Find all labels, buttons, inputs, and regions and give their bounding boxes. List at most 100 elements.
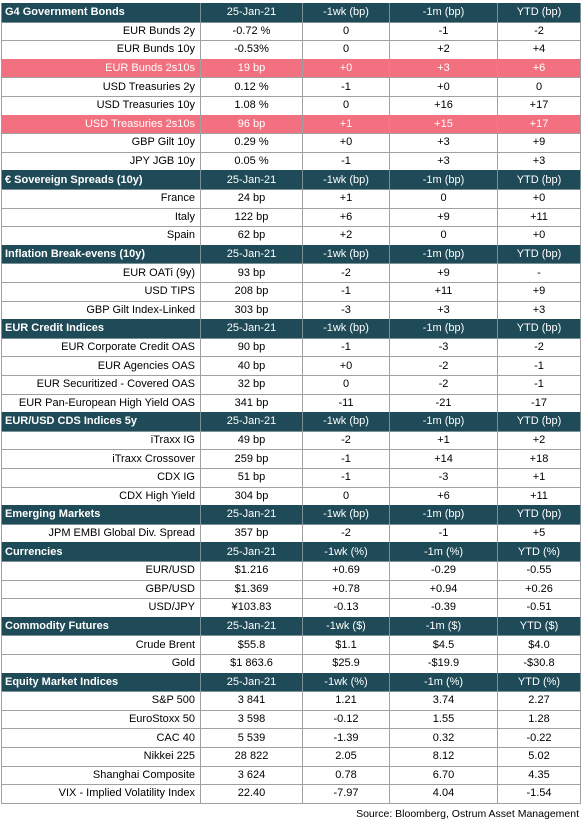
column-header: -1m (bp) [390, 412, 498, 432]
cell-value: -1 [498, 356, 581, 376]
cell-value: 24 bp [201, 189, 303, 209]
cell-value: 32 bp [201, 375, 303, 395]
row-label: CDX High Yield [1, 486, 201, 507]
cell-value: 28 822 [201, 747, 303, 767]
cell-value: +11 [390, 282, 498, 302]
cell-value: $4.0 [498, 635, 581, 655]
cell-value: 0 [498, 77, 581, 97]
cell-value: $55.8 [201, 635, 303, 655]
cell-value: -0.12 [303, 709, 390, 730]
cell-value: +16 [390, 96, 498, 116]
cell-value: +0.26 [498, 579, 581, 600]
cell-value: -2 [390, 356, 498, 376]
column-header: 25-Jan-21 [201, 3, 303, 23]
row-label: EUR/USD [1, 561, 201, 581]
cell-value: -3 [303, 300, 390, 321]
column-header: YTD ($) [498, 616, 581, 637]
row-label: JPM EMBI Global Div. Spread [1, 523, 201, 544]
column-header: 25-Jan-21 [201, 616, 303, 637]
row-label: EUR Agencies OAS [1, 356, 201, 376]
row-label: EUR Securitized - Covered OAS [1, 375, 201, 395]
column-header: -1wk (bp) [303, 170, 390, 190]
row-label: USD Treasuries 2s10s [1, 114, 201, 135]
source-note: Source: Bloomberg, Ostrum Asset Manageme… [356, 808, 579, 820]
cell-value: +1 [390, 430, 498, 451]
cell-value: 208 bp [201, 282, 303, 302]
cell-value: -21 [390, 393, 498, 414]
row-label: iTraxx Crossover [1, 449, 201, 469]
cell-value: +3 [390, 58, 498, 79]
column-header: -1m (bp) [390, 319, 498, 339]
cell-value: -2 [498, 337, 581, 358]
cell-value: +9 [498, 282, 581, 302]
cell-value: -1 [303, 77, 390, 97]
cell-value: 4.04 [390, 784, 498, 804]
cell-value: +3 [390, 151, 498, 172]
row-label: Gold [1, 654, 201, 674]
cell-value: +0.69 [303, 561, 390, 581]
cell-value: 259 bp [201, 449, 303, 469]
row-label: USD TIPS [1, 282, 201, 302]
cell-value: 0 [390, 226, 498, 246]
cell-value: +4 [498, 40, 581, 60]
cell-value: +0 [390, 77, 498, 97]
cell-value: 4.35 [498, 765, 581, 786]
column-header: YTD (bp) [498, 505, 581, 525]
cell-value: -7.97 [303, 784, 390, 804]
row-label: GBP Gilt 10y [1, 133, 201, 153]
cell-value: +3 [390, 300, 498, 321]
cell-value: 341 bp [201, 393, 303, 414]
column-header: 25-Jan-21 [201, 412, 303, 432]
cell-value: +5 [498, 523, 581, 544]
cell-value: $25.9 [303, 654, 390, 674]
row-label: S&P 500 [1, 691, 201, 711]
cell-value: -$30.8 [498, 654, 581, 674]
cell-value: 93 bp [201, 263, 303, 283]
row-label: Italy [1, 207, 201, 228]
cell-value: 3 598 [201, 709, 303, 730]
row-label: USD/JPY [1, 598, 201, 618]
cell-value: -0.22 [498, 728, 581, 748]
cell-value: 5.02 [498, 747, 581, 767]
cell-value: -0.29 [390, 561, 498, 581]
cell-value: 1.28 [498, 709, 581, 730]
cell-value: 0 [303, 21, 390, 42]
cell-value: +11 [498, 486, 581, 507]
column-header: YTD (%) [498, 672, 581, 693]
column-header: 25-Jan-21 [201, 319, 303, 339]
column-header: 25-Jan-21 [201, 244, 303, 265]
column-header: YTD (%) [498, 542, 581, 562]
cell-value: +17 [498, 114, 581, 135]
column-header: -1m (bp) [390, 505, 498, 525]
cell-value: +0 [498, 226, 581, 246]
cell-value: +0 [303, 356, 390, 376]
column-header: -1wk (%) [303, 672, 390, 693]
cell-value: -0.13 [303, 598, 390, 618]
cell-value: 0 [303, 375, 390, 395]
column-header: -1wk (bp) [303, 3, 390, 23]
cell-value: -1.54 [498, 784, 581, 804]
row-label: Crude Brent [1, 635, 201, 655]
column-header: -1wk ($) [303, 616, 390, 637]
row-label: Shanghai Composite [1, 765, 201, 786]
row-label: EUR Bunds 2s10s [1, 58, 201, 79]
cell-value: -2 [498, 21, 581, 42]
cell-value: -1.39 [303, 728, 390, 748]
cell-value: -1 [390, 523, 498, 544]
cell-value: -17 [498, 393, 581, 414]
cell-value: $4.5 [390, 635, 498, 655]
cell-value: -1 [303, 337, 390, 358]
row-label: EUR Pan-European High Yield OAS [1, 393, 201, 414]
cell-value: 0 [303, 40, 390, 60]
cell-value: -1 [498, 375, 581, 395]
section-title: Emerging Markets [1, 505, 201, 525]
row-label: EuroStoxx 50 [1, 709, 201, 730]
cell-value: 6.70 [390, 765, 498, 786]
cell-value: 19 bp [201, 58, 303, 79]
cell-value: 49 bp [201, 430, 303, 451]
cell-value: +0 [498, 189, 581, 209]
cell-value: +3 [498, 300, 581, 321]
row-label: Nikkei 225 [1, 747, 201, 767]
cell-value: 62 bp [201, 226, 303, 246]
cell-value: 2.27 [498, 691, 581, 711]
